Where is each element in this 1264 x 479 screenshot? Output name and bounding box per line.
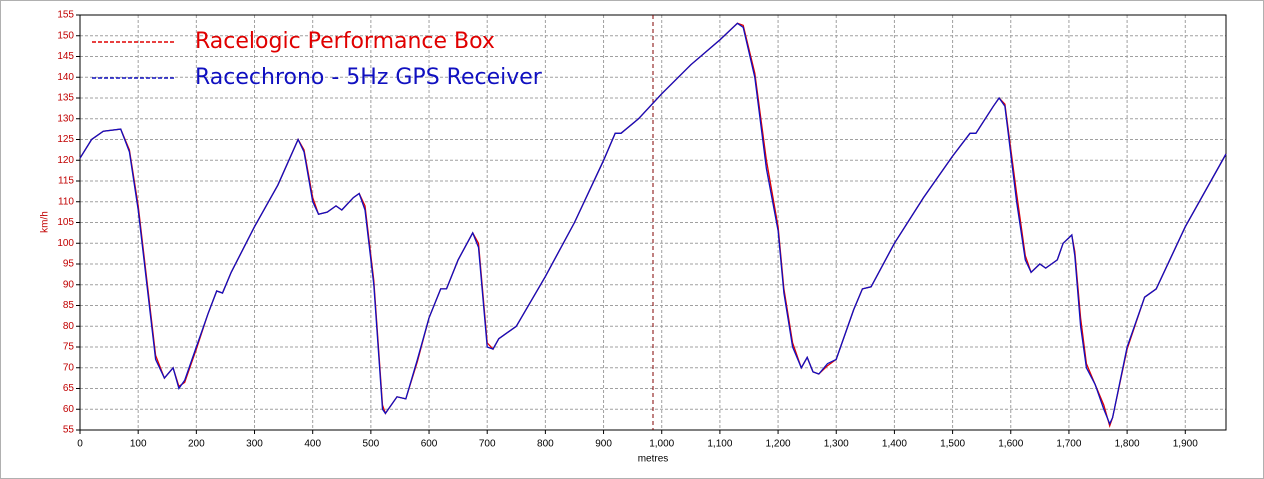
x-tick-label: 200 <box>188 439 205 450</box>
x-tick-label: 1,400 <box>882 439 907 450</box>
y-axis-label: km/h <box>40 211 51 233</box>
y-tick-label: 100 <box>57 238 74 249</box>
y-tick-label: 140 <box>57 72 74 83</box>
legend-label: Racelogic Performance Box <box>195 29 495 54</box>
x-tick-label: 1,800 <box>1115 439 1140 450</box>
x-axis-label: metres <box>638 454 669 465</box>
y-tick-label: 110 <box>58 196 74 207</box>
x-tick-label: 400 <box>304 439 321 450</box>
x-tick-label: 1,100 <box>707 439 732 450</box>
y-tick-label: 130 <box>57 113 74 124</box>
x-tick-label: 500 <box>363 439 380 450</box>
x-tick-label: 1,000 <box>649 439 674 450</box>
series-line <box>79 22 1227 426</box>
x-tick-label: 1,200 <box>766 439 791 450</box>
y-tick-label: 145 <box>57 51 74 62</box>
x-tick-label: 1,700 <box>1056 439 1081 450</box>
y-tick-label: 155 <box>57 10 74 21</box>
y-tick-label: 120 <box>57 155 74 166</box>
x-tick-label: 600 <box>421 439 438 450</box>
y-tick-label: 55 <box>63 425 75 436</box>
x-tick-label: 1,600 <box>998 439 1023 450</box>
y-tick-label: 135 <box>57 93 74 104</box>
y-tick-label: 65 <box>63 383 75 394</box>
y-tick-label: 85 <box>63 300 75 311</box>
y-tick-label: 90 <box>63 279 75 290</box>
y-tick-label: 125 <box>57 134 74 145</box>
y-tick-label: 95 <box>63 259 75 270</box>
y-tick-label: 80 <box>63 321 75 332</box>
y-tick-label: 60 <box>63 404 75 415</box>
x-tick-label: 1,300 <box>824 439 849 450</box>
y-tick-label: 150 <box>57 30 74 41</box>
y-tick-label: 105 <box>57 217 74 228</box>
y-tick-label: 115 <box>58 176 74 187</box>
y-tick-label: 70 <box>63 362 75 373</box>
x-tick-label: 900 <box>595 439 612 450</box>
x-tick-label: 800 <box>537 439 554 450</box>
x-tick-label: 700 <box>479 439 496 450</box>
legend-label: Racechrono - 5Hz GPS Receiver <box>195 65 543 90</box>
x-tick-label: 300 <box>246 439 263 450</box>
x-tick-label: 1,500 <box>940 439 965 450</box>
x-tick-label: 0 <box>77 439 83 450</box>
y-tick-label: 75 <box>63 342 75 353</box>
x-tick-label: 1,900 <box>1173 439 1198 450</box>
x-tick-label: 100 <box>130 439 147 450</box>
